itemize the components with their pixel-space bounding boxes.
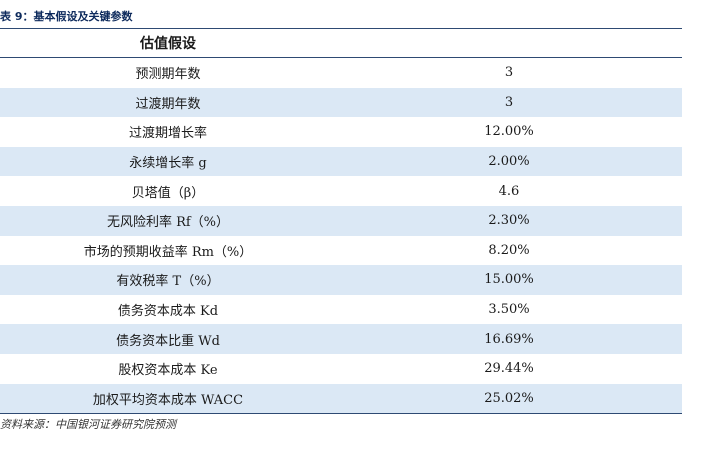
row-label: 加权平均资本成本 WACC	[92, 392, 244, 408]
table-row: 债务资本成本 Kd 3.50%	[0, 295, 682, 325]
table-row: 永续增长率 g 2.00%	[0, 146, 682, 177]
row-value: 4.6	[498, 183, 520, 199]
valuation-assumptions-table: 估值假设 预测期年数 3 过渡期年数 3 过渡期增长率 12.00% 永续增长率…	[0, 28, 682, 415]
row-label: 债务资本比重 Wd	[116, 333, 220, 349]
row-label: 股权资本成本 Ke	[118, 363, 218, 379]
row-value: 12.00%	[484, 124, 534, 140]
row-value: 25.02%	[484, 390, 534, 406]
table-row: 债务资本比重 Wd 16.69%	[0, 324, 682, 354]
table-caption: 表 9：基本假设及关键参数	[0, 10, 133, 23]
table-row: 无风险利率 Rf（%） 2.30%	[0, 205, 682, 236]
row-value: 16.69%	[484, 331, 534, 347]
row-value: 29.44%	[484, 361, 534, 377]
row-label: 债务资本成本 Kd	[117, 304, 219, 320]
row-label: 贝塔值（β）	[131, 185, 205, 201]
row-label: 市场的预期收益率 Rm（%）	[83, 244, 253, 260]
row-value: 15.00%	[484, 272, 534, 288]
row-label: 无风险利率 Rf（%）	[106, 215, 230, 231]
row-label: 有效税率 T（%）	[116, 274, 220, 290]
row-value: 2.00%	[488, 154, 530, 170]
table-row: 加权平均资本成本 WACC 25.02%	[0, 383, 682, 414]
source-note: 资料来源：中国银河证券研究院预测	[0, 418, 176, 431]
table-row: 贝塔值（β） 4.6	[0, 176, 682, 206]
row-value: 3	[504, 65, 514, 81]
table-row: 过渡期年数 3	[0, 87, 682, 118]
row-value: 3.50%	[488, 302, 530, 318]
table-row: 市场的预期收益率 Rm（%） 8.20%	[0, 236, 682, 266]
row-value: 3	[504, 94, 514, 110]
table-row: 过渡期增长率 12.00%	[0, 117, 682, 147]
row-label: 永续增长率 g	[129, 156, 207, 172]
row-value: 8.20%	[488, 242, 530, 258]
table-header: 估值假设	[140, 36, 196, 52]
row-label: 预测期年数	[135, 67, 201, 83]
table-header-row: 估值假设	[0, 28, 682, 58]
table-row: 有效税率 T（%） 15.00%	[0, 265, 682, 295]
table-bottom-rule	[0, 413, 682, 415]
row-value: 2.30%	[488, 213, 530, 229]
table-row: 预测期年数 3	[0, 58, 682, 88]
table-row: 股权资本成本 Ke 29.44%	[0, 354, 682, 384]
row-label: 过渡期增长率	[128, 126, 207, 142]
row-label: 过渡期年数	[135, 96, 201, 112]
